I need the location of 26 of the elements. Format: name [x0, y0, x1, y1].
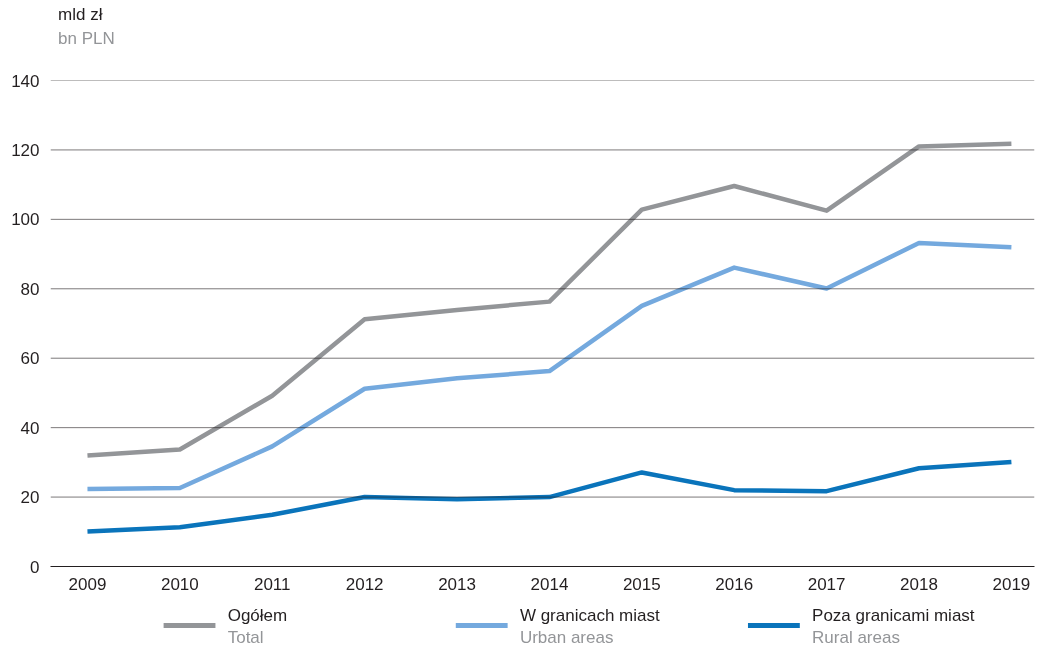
legend-label: Ogółem Total	[227, 606, 288, 647]
y-tick-label: 120	[11, 140, 40, 160]
y-tick-label: 0	[30, 557, 40, 577]
x-tick-label: 2013	[438, 574, 476, 594]
y-tick-label: 20	[20, 488, 40, 508]
y-tick-label: 100	[11, 210, 40, 230]
line-series	[85, 141, 1014, 458]
y-tick-label: 40	[20, 418, 40, 438]
x-tick-label: 2015	[622, 574, 661, 594]
legend-label: Poza granicami miast Rural areas	[812, 606, 975, 647]
legend-label: W granicach miast Urban areas	[519, 606, 660, 647]
x-tick-label: 2010	[160, 574, 199, 594]
x-tick-label: 2014	[530, 574, 569, 594]
y-tick-label: 80	[20, 279, 40, 299]
x-tick-label: 2009	[68, 574, 107, 594]
line-series	[85, 240, 1014, 492]
y-tick-label: 140	[11, 71, 40, 91]
x-tick-label: 2016	[715, 574, 754, 594]
x-tick-label: 2019	[992, 574, 1031, 594]
line-series	[85, 459, 1014, 534]
x-tick-label: 2011	[253, 574, 291, 594]
y-tick-label: 60	[20, 349, 40, 369]
x-tick-label: 2012	[345, 574, 384, 594]
x-tick-label: 2018	[900, 574, 938, 594]
y-axis-title: mld zł bn PLN	[58, 5, 115, 48]
x-tick-label: 2017	[807, 574, 846, 594]
